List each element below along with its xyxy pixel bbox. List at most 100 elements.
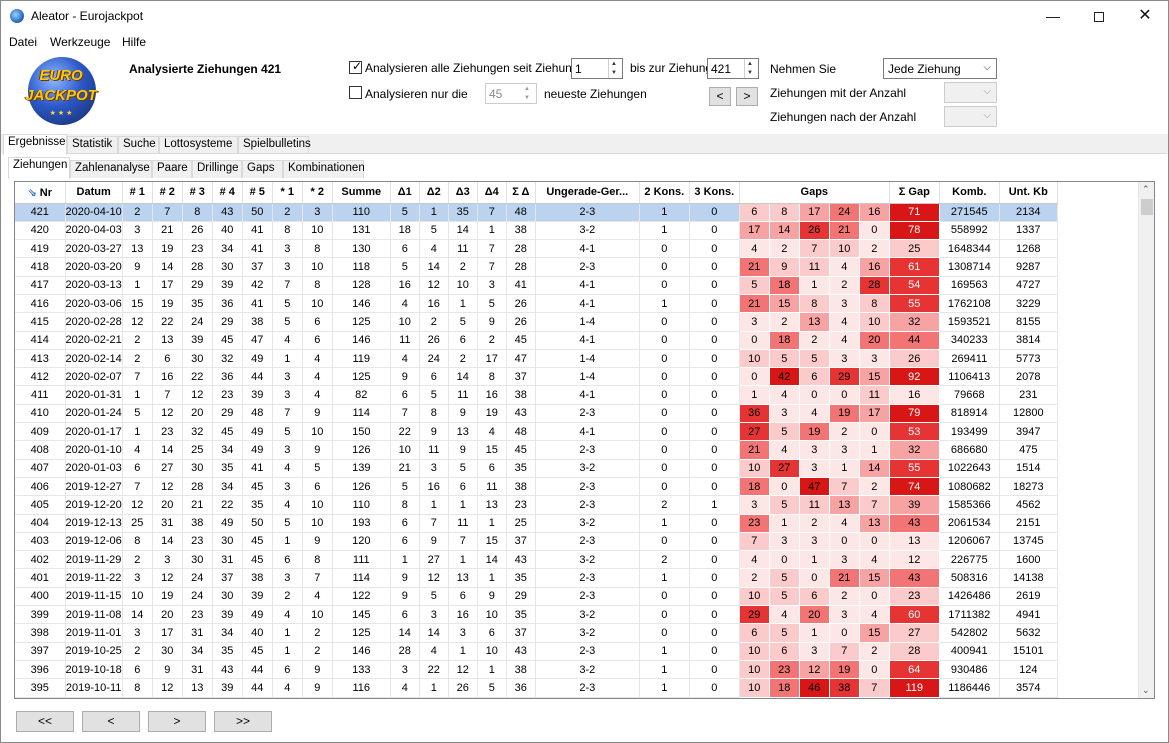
table-row[interactable]: 404 2019-12-13 25 31 38 49 50 5 10 193 6 7 11 1 25 3-2 1… xyxy=(15,514,1058,533)
table-row[interactable]: 418 2020-03-20 9 14 28 30 37 3 10 118 5 14 2 7 28 2-3 0 0… xyxy=(15,257,1058,277)
after-count-select[interactable]: ⌵ xyxy=(944,106,997,127)
table-row[interactable]: 415 2020-02-28 12 22 24 29 38 5 6 125 10 2 5 9 26 1-4 0 0… xyxy=(15,312,1058,332)
minimize-button[interactable]: — xyxy=(1046,8,1060,24)
column-header[interactable]: # 5 xyxy=(242,182,273,204)
menu-hilfe[interactable]: Hilfe xyxy=(122,35,147,49)
table-row[interactable]: 396 2019-10-18 6 9 31 43 44 6 9 133 3 22 12 1 38 3-2 1 0 1… xyxy=(15,660,1058,680)
from-draw-stepper[interactable]: 1 ▲ ▼ xyxy=(571,58,623,79)
table-row[interactable]: 410 2020-01-24 5 12 20 29 48 7 9 114 7 8 9 19 43 2-3 0 0 3… xyxy=(15,404,1058,424)
table-cell: 394 xyxy=(15,697,66,698)
table-row[interactable]: 397 2019-10-25 2 30 34 35 45 1 2 146 28 4 1 10 43 2-3 1 0… xyxy=(15,642,1058,661)
column-header[interactable]: Δ3 xyxy=(448,182,478,204)
latest-count-arrows[interactable]: ▲ ▼ xyxy=(522,84,536,103)
column-header[interactable]: * 2 xyxy=(302,182,333,204)
column-header[interactable]: Σ Gap xyxy=(889,182,940,204)
take-select[interactable]: Jede Ziehung ⌵ xyxy=(883,58,997,79)
column-header[interactable]: * 1 xyxy=(272,182,303,204)
tab-ergebnisse[interactable]: Ergebnisse xyxy=(3,134,67,155)
table-row[interactable]: 395 2019-10-11 8 12 13 39 44 4 9 116 4 1 26 5 36 2-3 1 0 1… xyxy=(15,678,1058,698)
table-row[interactable]: 421 2020-04-10 2 7 8 43 50 2 3 110 5 1 35 7 48 2-3 1 0 6 8 1… xyxy=(15,203,1058,222)
table-cell: 45 xyxy=(242,477,273,497)
to-draw-stepper[interactable]: 421 ▲ ▼ xyxy=(707,58,759,79)
column-header[interactable]: Δ2 xyxy=(419,182,449,204)
table-row[interactable]: 401 2019-11-22 3 12 24 37 38 3 7 114 9 12 13 1 35 2-3 1 0… xyxy=(15,568,1058,588)
last-page-button[interactable]: >> xyxy=(214,711,272,732)
table-row[interactable]: 400 2019-11-15 10 19 24 30 39 2 4 122 9 5 6 9 29 2-3 0 0 1… xyxy=(15,587,1058,607)
from-draw-arrows[interactable]: ▲ ▼ xyxy=(608,59,622,78)
table-row[interactable]: 414 2020-02-21 2 13 39 45 47 4 6 146 11 26 6 2 45 4-1 0 0… xyxy=(15,331,1058,350)
column-header[interactable]: Δ4 xyxy=(477,182,507,204)
table-row[interactable]: 417 2020-03-13 1 17 29 39 42 7 8 128 16 12 10 3 41 4-1 0… xyxy=(15,276,1058,295)
table-row[interactable]: 402 2019-11-29 2 3 30 31 45 6 8 111 1 27 1 14 43 3-2 2 0 4… xyxy=(15,550,1058,570)
scroll-thumb[interactable] xyxy=(1141,199,1153,215)
next-draw-button[interactable]: > xyxy=(736,87,758,106)
column-header[interactable]: # 1 xyxy=(122,182,153,204)
column-header[interactable]: Δ1 xyxy=(390,182,420,204)
table-row[interactable]: 399 2019-11-08 14 20 23 39 49 4 10 145 6 3 16 10 35 3-2… xyxy=(15,605,1058,625)
subtab-paare[interactable]: Paare xyxy=(152,160,192,178)
column-header[interactable]: Ungerade-Ger... xyxy=(535,182,640,204)
menu-datei[interactable]: Datei xyxy=(9,35,38,49)
table-row[interactable]: 420 2020-04-03 3 21 26 40 41 8 10 131 18 5 14 1 38 3-2 1… xyxy=(15,221,1058,241)
prev-page-button[interactable]: < xyxy=(82,711,140,732)
table-row[interactable]: 406 2019-12-27 7 12 28 34 45 3 6 126 5 16 6 11 38 2-3 0 0… xyxy=(15,477,1058,497)
tab-statistik[interactable]: Statistik xyxy=(67,136,118,154)
table-row[interactable]: 398 2019-11-01 3 17 31 34 40 1 2 125 14 14 3 6 37 3-2 0 0… xyxy=(15,623,1058,643)
column-header[interactable]: ⇘ Nr xyxy=(15,182,66,204)
tab-spielbulletins[interactable]: Spielbulletins xyxy=(238,136,311,154)
column-header[interactable]: Komb. xyxy=(939,182,1000,204)
previous-draw-button[interactable]: < xyxy=(709,87,731,106)
spin-down-icon[interactable]: ▼ xyxy=(524,95,530,101)
column-header[interactable]: Datum xyxy=(65,182,123,204)
subtab-kombinationen[interactable]: Kombinationen xyxy=(283,160,365,178)
next-page-button[interactable]: > xyxy=(148,711,206,732)
first-page-button[interactable]: << xyxy=(16,711,74,732)
table-row[interactable]: 3942019-10-0415192045497814841254344-110… xyxy=(15,697,1058,698)
subtab-gaps[interactable]: Gaps xyxy=(242,160,283,178)
column-header[interactable]: Unt. Kb xyxy=(999,182,1058,204)
table-row[interactable]: 416 2020-03-06 15 19 35 36 41 5 10 146 4 16 1 5 26 4-1 1… xyxy=(15,294,1058,314)
analyze-latest-checkbox[interactable] xyxy=(349,86,362,99)
subtab-drillinge[interactable]: Drillinge xyxy=(192,160,242,178)
tab-lottosysteme[interactable]: Lottosysteme xyxy=(159,136,238,154)
table-cell: 2020-03-13 xyxy=(65,276,123,295)
column-header[interactable]: Gaps xyxy=(739,182,890,204)
latest-count-stepper[interactable]: 45 ▲ ▼ xyxy=(485,83,537,104)
tab-suche[interactable]: Suche xyxy=(118,136,159,154)
table-row[interactable]: 413 2020-02-14 2 6 30 32 49 1 4 119 4 24 2 17 47 1-4 0 0 1… xyxy=(15,349,1058,369)
column-header[interactable]: 3 Kons. xyxy=(689,182,740,204)
table-row[interactable]: 405 2019-12-20 12 20 21 22 35 4 10 110 8 1 1 13 23 2-3 2… xyxy=(15,495,1058,515)
column-header[interactable]: 2 Kons. xyxy=(639,182,690,204)
subtab-zahlenanalyse[interactable]: Zahlenanalyse xyxy=(70,160,152,178)
column-header[interactable]: Summe xyxy=(332,182,391,204)
table-row[interactable]: 411 2020-01-31 1 7 12 23 39 3 4 82 6 5 11 16 38 4-1 0 0 1 4… xyxy=(15,385,1058,405)
menu-werkzeuge[interactable]: Werkzeuge xyxy=(50,35,111,49)
spin-down-icon[interactable]: ▼ xyxy=(611,70,617,76)
table-row[interactable]: 408 2020-01-10 4 14 25 34 49 3 9 126 10 11 9 15 45 2-3 0… xyxy=(15,440,1058,460)
table-row[interactable]: 419 2020-03-27 13 19 23 34 41 3 8 130 6 4 11 7 28 4-1 0 0… xyxy=(15,239,1058,259)
column-header[interactable]: # 2 xyxy=(152,182,183,204)
subtab-ziehungen[interactable]: Ziehungen xyxy=(8,157,70,179)
close-button[interactable]: ✕ xyxy=(1138,7,1152,24)
table-row[interactable]: 409 2020-01-17 1 23 32 45 49 5 10 150 22 9 13 4 48 4-1 0… xyxy=(15,422,1058,442)
column-header[interactable]: # 4 xyxy=(212,182,243,204)
with-count-select[interactable]: ⌵ xyxy=(944,82,997,103)
table-row[interactable]: 412 2020-02-07 7 16 22 36 44 3 4 125 9 6 14 8 37 1-4 0 0 0… xyxy=(15,367,1058,387)
table-cell: 0 xyxy=(689,385,740,405)
column-header[interactable]: Σ Δ xyxy=(506,182,536,204)
maximize-button[interactable] xyxy=(1076,1,1122,31)
vertical-scrollbar[interactable]: ⌃ ⌄ xyxy=(1138,182,1154,698)
spin-down-icon[interactable]: ▼ xyxy=(747,70,753,76)
column-header[interactable]: # 3 xyxy=(182,182,213,204)
to-draw-arrows[interactable]: ▲ ▼ xyxy=(744,59,758,78)
scroll-down-icon[interactable]: ⌄ xyxy=(1142,685,1150,695)
table-row[interactable]: 407 2020-01-03 6 27 30 35 41 4 5 139 21 3 5 6 35 3-2 0 0 1… xyxy=(15,459,1058,478)
table-row[interactable]: 403 2019-12-06 8 14 23 30 45 1 9 120 6 9 7 15 37 2-3 0 0 7… xyxy=(15,532,1058,552)
scroll-up-icon[interactable]: ⌃ xyxy=(1142,184,1150,194)
table-cell: 35 xyxy=(506,459,536,478)
spin-up-icon[interactable]: ▲ xyxy=(611,61,617,67)
eurojackpot-logo: EURO JACKPOT ★ ★ ★ xyxy=(18,57,104,127)
spin-up-icon[interactable]: ▲ xyxy=(747,61,753,67)
analyze-all-checkbox[interactable]: ✓ xyxy=(349,59,362,74)
spin-up-icon[interactable]: ▲ xyxy=(524,86,530,92)
